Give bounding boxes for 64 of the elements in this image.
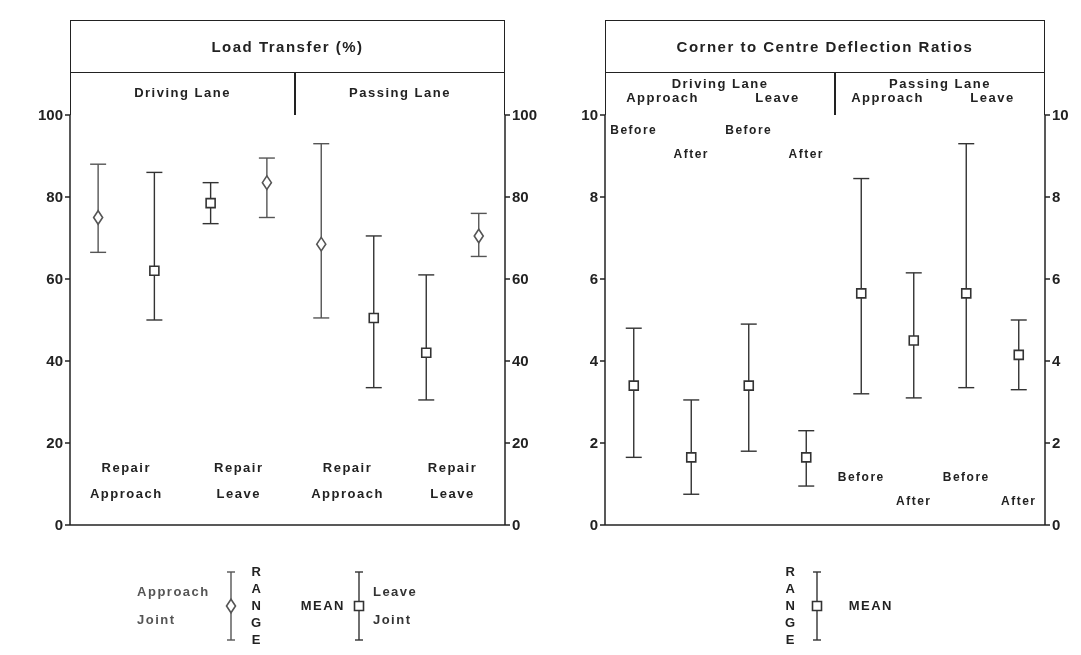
y-tick-label: 40 bbox=[46, 352, 63, 370]
point bbox=[908, 335, 920, 346]
category-label: Before bbox=[942, 470, 990, 484]
annotation: Repair Leave bbox=[426, 459, 479, 503]
legend-label: Leave Joint bbox=[372, 582, 419, 629]
text: RANGE bbox=[251, 563, 263, 648]
y-tick-label: 0 bbox=[512, 516, 521, 534]
y-tick-label: 2 bbox=[1052, 434, 1061, 452]
point bbox=[420, 347, 432, 359]
text: MEAN bbox=[300, 598, 345, 613]
annotation: Repair Approach bbox=[88, 459, 164, 503]
point bbox=[315, 236, 327, 252]
y-tick-label: 4 bbox=[1052, 352, 1061, 370]
y-tick-label: 20 bbox=[512, 434, 529, 452]
point bbox=[1013, 349, 1025, 361]
category-label: After bbox=[1000, 494, 1037, 508]
chart-subtitle: Passing Lane bbox=[348, 85, 452, 100]
y-tick-label: 60 bbox=[46, 270, 63, 288]
chart-subtitle: Driving Lane bbox=[133, 85, 232, 100]
y-tick-label: 6 bbox=[589, 270, 598, 288]
y-tick-label: 0 bbox=[54, 516, 63, 534]
text: MEAN bbox=[848, 598, 893, 613]
text: Approach bbox=[625, 90, 699, 105]
point bbox=[92, 209, 104, 226]
category-label: After bbox=[673, 147, 709, 161]
category-label: After bbox=[788, 147, 824, 161]
y-tick-label: 20 bbox=[46, 434, 63, 452]
y-tick-label: 100 bbox=[37, 106, 63, 124]
point bbox=[149, 265, 160, 277]
chart-title: Corner to Centre Deflection Ratios bbox=[605, 20, 1045, 72]
chart-subtitle: Driving Lane bbox=[670, 76, 770, 91]
chart-subtitle: Passing Lane bbox=[888, 76, 992, 91]
point bbox=[261, 175, 273, 191]
text: Approach bbox=[850, 90, 924, 105]
y-tick-label: 4 bbox=[589, 352, 599, 370]
category-label: Before bbox=[610, 123, 658, 137]
text: RANGE bbox=[785, 563, 797, 648]
point bbox=[960, 288, 972, 299]
annotation: Repair Leave bbox=[213, 459, 265, 503]
point bbox=[855, 288, 867, 299]
text: Leave bbox=[969, 90, 1016, 105]
category-label: Before bbox=[725, 123, 773, 137]
point bbox=[473, 228, 485, 244]
point bbox=[205, 197, 216, 209]
y-tick-label: 2 bbox=[589, 434, 598, 452]
text: Leave bbox=[754, 90, 801, 105]
text: Approach Joint bbox=[137, 582, 211, 629]
point bbox=[368, 312, 380, 324]
y-tick-label: 80 bbox=[46, 188, 63, 206]
y-tick-label: 10 bbox=[581, 106, 598, 124]
y-tick-label: 10 bbox=[1052, 106, 1069, 124]
y-tick-label: 100 bbox=[512, 106, 538, 124]
y-tick-label: 6 bbox=[1052, 270, 1061, 288]
y-tick-label: 8 bbox=[589, 188, 598, 206]
y-tick-label: 80 bbox=[512, 188, 529, 206]
y-tick-label: 40 bbox=[512, 352, 529, 370]
category-label: After bbox=[895, 494, 932, 508]
y-tick-label: 8 bbox=[1052, 188, 1061, 206]
y-tick-label: 0 bbox=[589, 516, 598, 534]
annotation: Repair Approach bbox=[310, 459, 385, 503]
y-tick-label: 60 bbox=[512, 270, 529, 288]
y-tick-label: 0 bbox=[1052, 516, 1061, 534]
chart-title: Load Transfer (%) bbox=[70, 20, 505, 72]
category-label: Before bbox=[837, 470, 885, 484]
